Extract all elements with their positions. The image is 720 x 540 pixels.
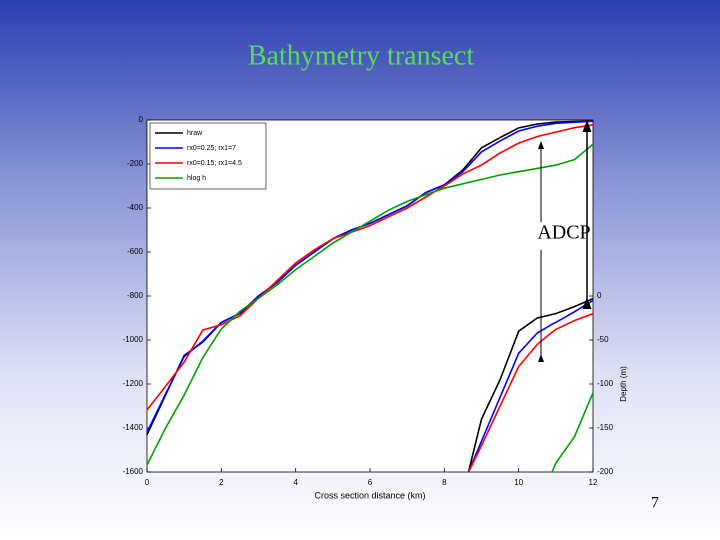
y-tick-label: -800 bbox=[127, 291, 144, 300]
series-line bbox=[146, 120, 594, 433]
series-line bbox=[146, 124, 594, 411]
y-tick-label: -1200 bbox=[123, 379, 144, 388]
y-tick-label: -1600 bbox=[123, 467, 144, 476]
page-number: 7 bbox=[651, 495, 659, 512]
y-tick-label: -150 bbox=[597, 423, 614, 432]
x-tick-label: 4 bbox=[293, 478, 298, 487]
y-tick-label: -1000 bbox=[123, 335, 144, 344]
y-tick-label: 0 bbox=[139, 115, 144, 124]
legend-label: hlog h bbox=[187, 175, 206, 182]
y-tick-label: -50 bbox=[597, 335, 609, 344]
y-tick-label: -100 bbox=[597, 379, 614, 388]
y-tick-label: -200 bbox=[597, 467, 614, 476]
y-tick-label: -200 bbox=[127, 159, 144, 168]
legend-label: rx0=0.15; rx1=4.5 bbox=[187, 160, 242, 167]
series-line bbox=[551, 392, 594, 473]
series-line bbox=[467, 297, 594, 473]
y-tick-label: -1400 bbox=[123, 423, 144, 432]
legend-label: hraw bbox=[187, 130, 203, 137]
legend-label: rx0=0.25; rx1=7 bbox=[187, 145, 236, 152]
y-tick-label: 0 bbox=[597, 291, 602, 300]
series-line bbox=[467, 312, 594, 473]
x-tick-label: 0 bbox=[145, 478, 150, 487]
series-line bbox=[467, 299, 594, 473]
x-tick-label: 8 bbox=[442, 478, 447, 487]
x-tick-label: 10 bbox=[514, 478, 523, 487]
y2-axis-label: Depth (m) bbox=[619, 366, 628, 402]
y-tick-label: -400 bbox=[127, 203, 144, 212]
slide-title: Bathymetry transect bbox=[248, 40, 474, 71]
x-axis-label: Cross section distance (km) bbox=[314, 490, 425, 500]
x-tick-label: 6 bbox=[368, 478, 373, 487]
x-tick-label: 12 bbox=[589, 478, 598, 487]
series-line bbox=[146, 143, 594, 466]
x-tick-label: 2 bbox=[219, 478, 224, 487]
y-tick-label: -600 bbox=[127, 247, 144, 256]
annotation: ADCP bbox=[537, 222, 590, 244]
